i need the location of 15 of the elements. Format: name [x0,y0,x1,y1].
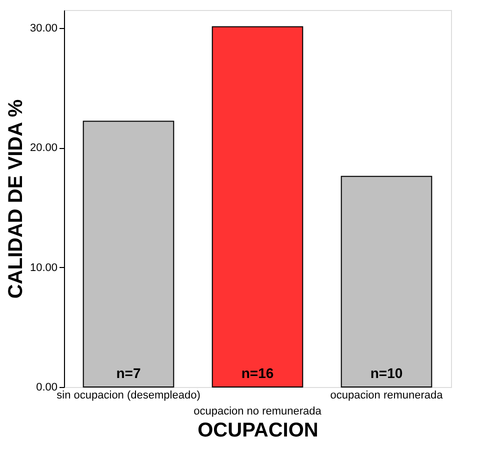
annotation: n=7 [116,365,141,381]
y-tick-label: 10.00 [30,262,58,274]
bar [212,26,304,388]
x-tick-label: ocupacion no remunerada [194,406,322,418]
x-tick-label: sin ocupacion (desempleado) [56,390,200,402]
x-tick-label: ocupacion remunerada [330,390,444,402]
y-tick-label: 0.00 [36,382,58,394]
annotation: n=10 [370,365,403,381]
bar [340,176,432,388]
x-axis-title: OCUPACION [198,420,318,442]
y-tick-label: 30.00 [30,22,58,34]
y-tick-label: 20.00 [30,142,58,154]
annotation: n=16 [241,365,274,381]
y-axis-title: CALIDAD DE VIDA % [4,99,27,299]
bar [82,120,174,388]
